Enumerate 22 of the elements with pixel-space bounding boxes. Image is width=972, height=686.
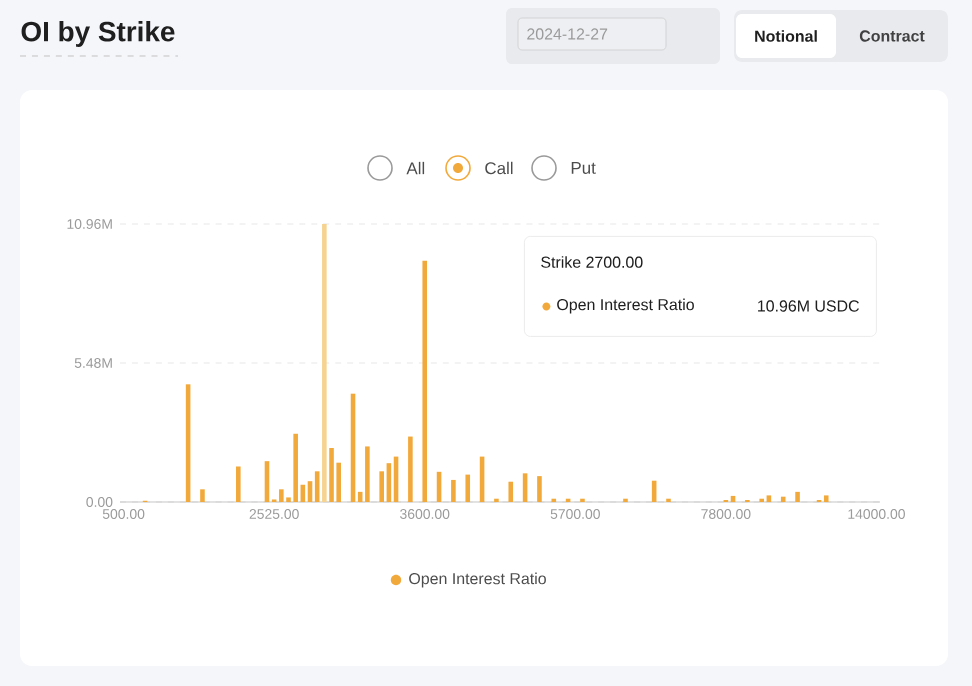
chart-title: OI by Strike — [21, 20, 175, 47]
bar — [379, 471, 385, 502]
text: Put — [571, 162, 596, 174]
bar — [780, 496, 786, 502]
bar — [537, 476, 542, 502]
bar — [795, 491, 800, 502]
bar — [422, 260, 428, 502]
bar — [236, 466, 241, 502]
bar — [766, 495, 772, 502]
bar — [408, 436, 413, 502]
bar — [322, 224, 327, 502]
bar — [200, 489, 205, 502]
bar — [279, 489, 284, 502]
bar — [823, 495, 829, 502]
bar — [293, 433, 298, 502]
bar — [329, 447, 334, 502]
bar — [365, 446, 370, 502]
text: Call — [485, 161, 513, 175]
bar — [508, 481, 514, 502]
bar — [465, 474, 471, 502]
bar — [451, 479, 456, 502]
text: All — [406, 161, 425, 175]
